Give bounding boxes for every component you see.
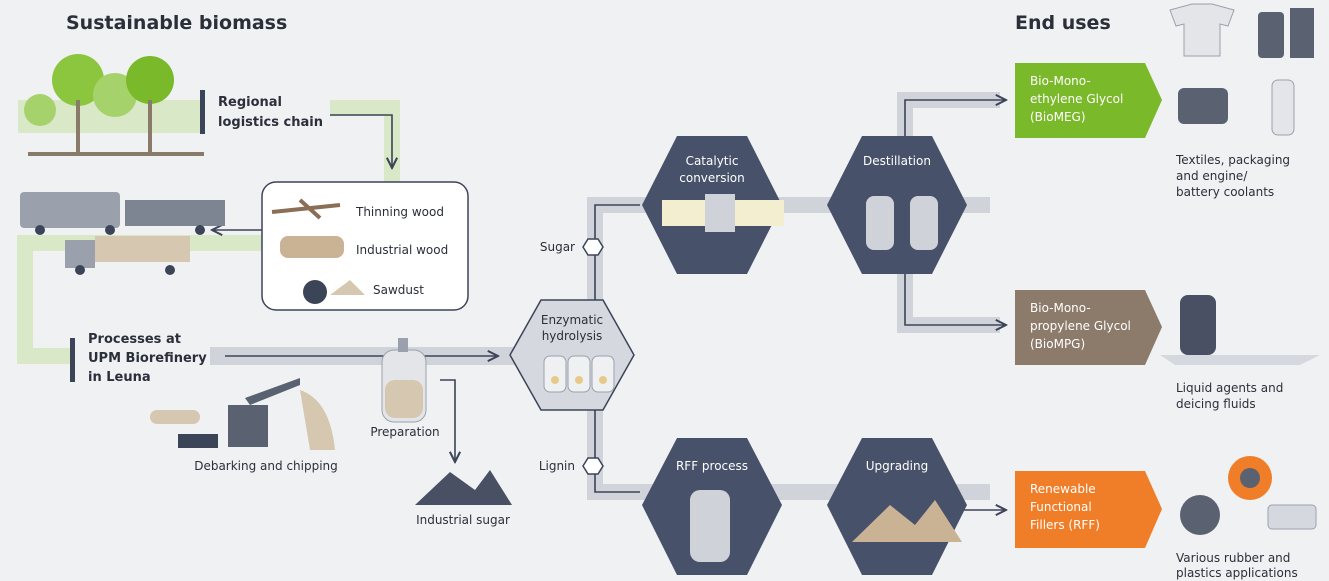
arrow xyxy=(330,114,392,168)
product-label: Bio-Mono- xyxy=(1030,301,1091,315)
use-label: Various rubber and xyxy=(1176,551,1290,565)
product-label: propylene Glycol xyxy=(1030,319,1131,333)
product-box xyxy=(1015,471,1162,548)
feedstock-label: Industrial wood xyxy=(356,243,448,257)
stream-label: Lignin xyxy=(539,459,575,473)
label: Regional xyxy=(218,95,282,110)
product-box xyxy=(1015,63,1162,138)
tank-icon xyxy=(543,355,615,393)
use-label: and engine/ xyxy=(1176,169,1248,183)
stream-marker xyxy=(582,457,604,475)
label: logistics chain xyxy=(218,115,323,130)
truck-icon xyxy=(20,192,225,275)
node-label: Destillation xyxy=(863,154,931,168)
feedstock-label: Thinning wood xyxy=(355,205,444,219)
chipper-icon xyxy=(150,378,335,450)
product-label: Renewable xyxy=(1030,482,1096,496)
label: Processes at xyxy=(88,332,181,347)
use-label: deicing fluids xyxy=(1176,397,1256,411)
icon xyxy=(271,198,341,220)
icon xyxy=(690,490,730,562)
step-label: Industrial sugar xyxy=(416,513,510,527)
arrow xyxy=(594,204,640,493)
heading: Sustainable biomass xyxy=(66,12,287,34)
end-use-icon xyxy=(1160,3,1320,535)
product-label: Fillers (RFF) xyxy=(1030,518,1100,532)
label: in Leuna xyxy=(88,370,151,385)
stream-marker xyxy=(582,238,604,256)
product-label: Bio-Mono- xyxy=(1030,74,1091,88)
label-bar xyxy=(70,338,75,382)
icon xyxy=(852,500,962,542)
product-label: (BioMEG) xyxy=(1030,110,1086,124)
use-label: plastics applications xyxy=(1176,566,1298,580)
product-label: ethylene Glycol xyxy=(1030,92,1123,106)
stream-label: Sugar xyxy=(540,240,575,254)
use-label: Textiles, packaging xyxy=(1175,153,1290,167)
preparation-icon xyxy=(381,338,427,423)
icon xyxy=(910,196,938,250)
icon xyxy=(866,196,894,250)
label: UPM Biorefinery xyxy=(88,351,207,366)
node-label: RFF process xyxy=(676,459,748,473)
product-label: Functional xyxy=(1030,500,1092,514)
use-label: battery coolants xyxy=(1176,185,1274,199)
step-label: Debarking and chipping xyxy=(194,459,338,473)
label-bar xyxy=(200,90,205,134)
arrow xyxy=(440,379,455,462)
heading: End uses xyxy=(1015,12,1111,34)
sugar-pile xyxy=(415,470,512,505)
feedstock-label: Sawdust xyxy=(373,283,424,297)
icon xyxy=(303,280,327,304)
use-label: Liquid agents and xyxy=(1176,381,1283,395)
forest-icon xyxy=(18,54,204,156)
node-label: Catalytic xyxy=(686,154,739,168)
icon xyxy=(280,236,344,258)
icon xyxy=(330,280,365,295)
product-box xyxy=(1015,290,1162,365)
step-label: Preparation xyxy=(370,425,439,439)
icon xyxy=(705,194,735,232)
node-label: Enzymatic xyxy=(541,313,603,327)
node-label: conversion xyxy=(679,171,745,185)
node-label: hydrolysis xyxy=(542,329,603,343)
node-label: Upgrading xyxy=(866,459,928,473)
product-label: (BioMPG) xyxy=(1030,337,1085,351)
